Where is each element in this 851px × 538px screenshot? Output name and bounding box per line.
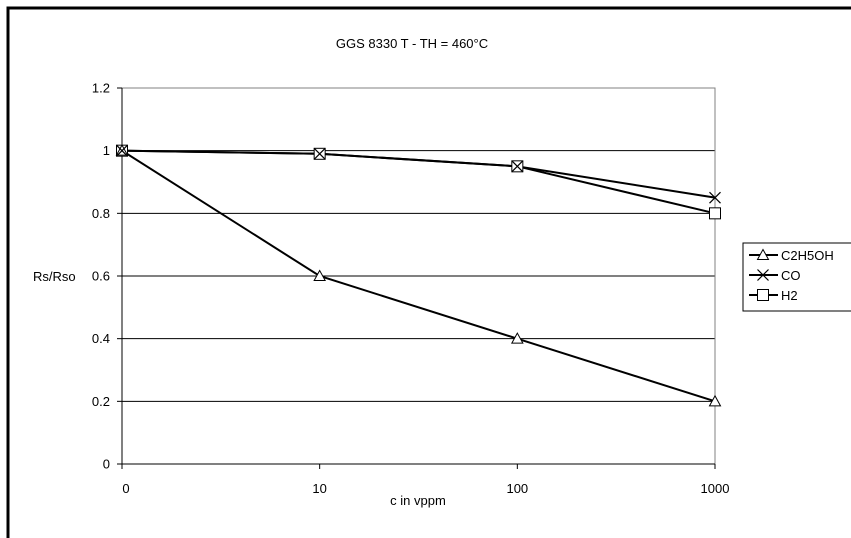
- marker-stroke: [757, 269, 769, 281]
- y-tick-label: 0.4: [92, 331, 110, 346]
- series-lines: [121, 149, 716, 403]
- x-tick-label: 100: [506, 481, 528, 496]
- data-point-co: [709, 191, 721, 204]
- gridlines: [122, 150, 715, 402]
- y-axis-title: Rs/Rso: [33, 269, 76, 284]
- x-tick-label: 1000: [701, 481, 730, 496]
- chart-area-border: [6, 6, 851, 538]
- data-point-c2h5oh: [313, 269, 327, 281]
- data-point-co: [511, 160, 524, 173]
- legend-marker-c2h5oh: [756, 248, 770, 260]
- y-tick-label: 1: [103, 143, 110, 158]
- data-point-c2h5oh: [708, 394, 722, 407]
- chart-title: GGS 8330 T - TH = 460°C: [336, 36, 488, 51]
- series-markers: [115, 144, 722, 407]
- data-point-co: [313, 147, 326, 160]
- x-tick-label: 10: [312, 481, 326, 496]
- legend-label-h2: H2: [781, 288, 798, 303]
- x-tick-label: 0: [122, 481, 129, 496]
- series-line-h2: [121, 149, 716, 215]
- data-point-c2h5oh: [510, 332, 524, 344]
- legend: C2H5OH CO H2: [742, 242, 851, 312]
- y-tick-label: 0.8: [92, 206, 110, 221]
- y-tick-label: 0.6: [92, 269, 110, 284]
- y-tick-label: 0.2: [92, 394, 110, 409]
- data-point-h2: [709, 207, 721, 220]
- legend-marker-h2: [757, 289, 769, 301]
- y-tick-label: 0: [103, 457, 110, 472]
- legend-marker-co: [757, 269, 769, 281]
- y-tick-label: 1.2: [92, 81, 110, 96]
- marker-stroke: [709, 191, 721, 204]
- x-axis-title: c in vppm: [390, 493, 446, 508]
- series-line-c2h5oh: [121, 149, 716, 403]
- x-axis: 0 10 100 1000: [121, 463, 730, 496]
- data-point-co: [116, 144, 128, 157]
- legend-label-co: CO: [781, 268, 801, 283]
- legend-label-c2h5oh: C2H5OH: [781, 248, 834, 263]
- marker-stroke: [116, 144, 128, 157]
- marker-stroke: [313, 147, 326, 160]
- marker-stroke: [511, 160, 524, 173]
